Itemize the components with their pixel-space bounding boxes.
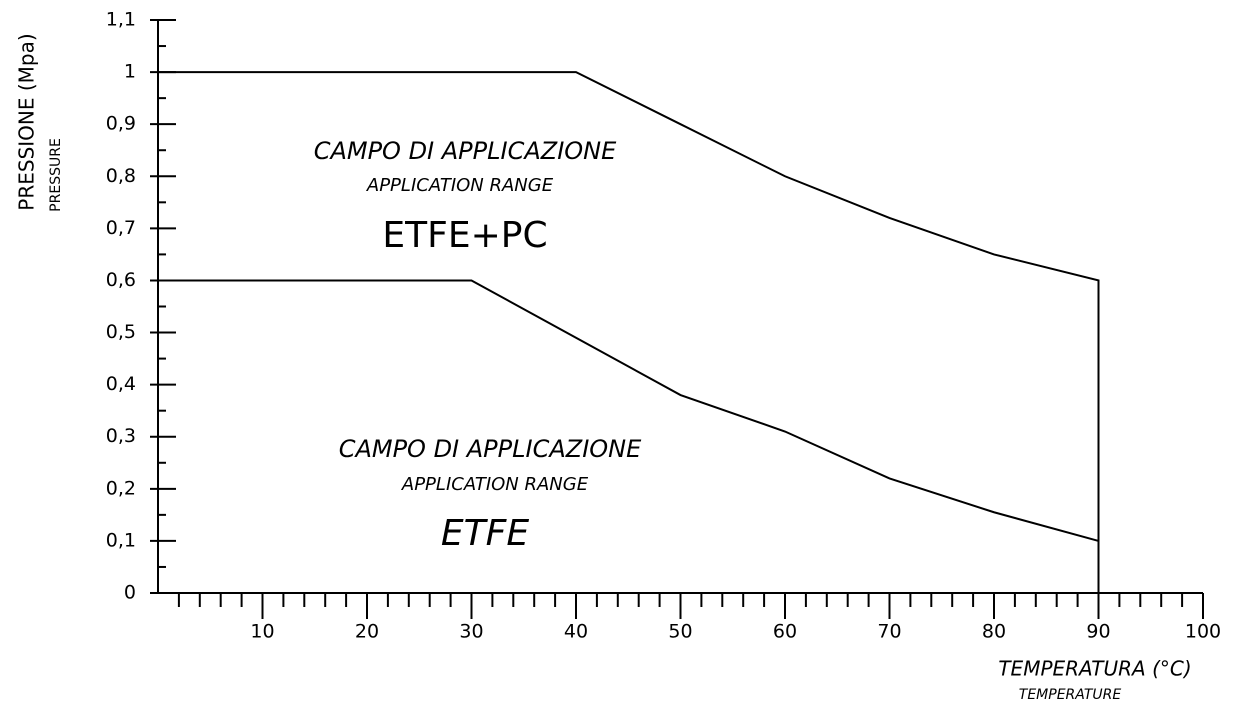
y-tick-label: 0,3 <box>106 425 136 447</box>
y-tick-label: 1,1 <box>106 9 136 31</box>
x-tick-label: 60 <box>773 621 797 643</box>
y-tick-label: 0,9 <box>106 113 136 135</box>
y-tick-label: 0,6 <box>106 269 136 291</box>
y-tick-label: 1 <box>124 61 136 83</box>
annotation: APPLICATION RANGE <box>366 175 554 196</box>
y-tick-label: 0,7 <box>106 217 136 239</box>
y-axis-title: PRESSIONE (Mpa) <box>15 33 39 210</box>
series-line <box>158 279 1099 542</box>
x-tick-label: 100 <box>1185 621 1221 643</box>
annotation: CAMPO DI APPLICAZIONE <box>314 137 617 165</box>
series-label: ETFE+PC <box>382 215 547 256</box>
annotation: CAMPO DI APPLICAZIONE <box>339 435 642 463</box>
y-tick-label: 0,8 <box>106 165 136 187</box>
x-axis-title: TEMPERATURA (°C) <box>998 657 1191 681</box>
annotation: APPLICATION RANGE <box>401 474 589 495</box>
x-tick-label: 10 <box>250 621 274 643</box>
x-tick-label: 30 <box>459 621 483 643</box>
series-label: ETFE <box>441 513 529 554</box>
x-tick-label: 20 <box>355 621 379 643</box>
x-tick-label: 70 <box>877 621 901 643</box>
y-tick-label: 0 <box>124 582 136 604</box>
x-tick-label: 80 <box>982 621 1006 643</box>
x-tick-label: 40 <box>564 621 588 643</box>
y-axis-subtitle: PRESSURE <box>48 138 64 212</box>
x-axis-subtitle: TEMPERATURE <box>1019 687 1122 703</box>
y-tick-label: 0,5 <box>106 321 136 343</box>
x-tick-label: 50 <box>668 621 692 643</box>
x-tick-label: 90 <box>1086 621 1110 643</box>
y-tick-label: 0,2 <box>106 477 136 499</box>
y-tick-label: 0,1 <box>106 529 136 551</box>
series-line <box>158 71 1100 593</box>
y-tick-label: 0,4 <box>106 373 136 395</box>
